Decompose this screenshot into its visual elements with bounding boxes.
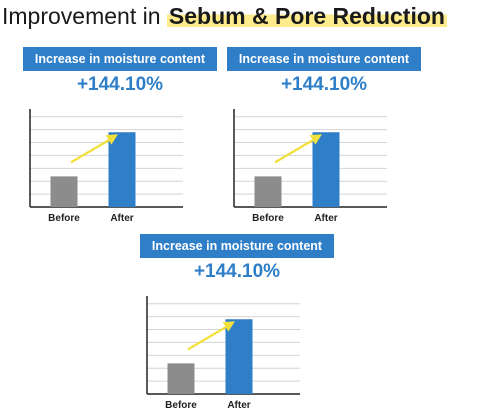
bar-before <box>254 176 282 207</box>
increase-arrow-line <box>70 137 113 164</box>
increase-arrow-head <box>309 134 322 145</box>
bar-chart: Before After <box>140 294 300 419</box>
chart-canvas: Before After <box>29 109 183 224</box>
chart-badge: Increase in moisture content <box>23 47 217 71</box>
chart-increase-value: +144.10% <box>280 74 368 95</box>
bar-before <box>167 363 195 394</box>
bar-before <box>50 176 78 207</box>
title-prefix: Improvement in <box>2 3 167 29</box>
bar-after <box>108 132 136 207</box>
chart-canvas: Before After <box>146 296 300 411</box>
chart-increase-value: +144.10% <box>193 261 281 282</box>
chart-increase-value: +144.10% <box>76 74 164 95</box>
bar-after <box>225 319 253 394</box>
title-highlight: Sebum & Pore Reduction <box>166 3 447 29</box>
chart-badge: Increase in moisture content <box>227 47 421 71</box>
x-tick-label: Before <box>48 213 80 224</box>
increase-arrow-line <box>274 137 317 164</box>
x-tick-label: Before <box>252 213 284 224</box>
bar-chart: Before After <box>227 107 387 232</box>
chart-canvas: Before After <box>233 109 387 224</box>
bar-chart: Before After <box>23 107 183 232</box>
x-tick-label: After <box>227 400 250 411</box>
x-tick-label: After <box>314 213 337 224</box>
x-tick-label: Before <box>165 400 197 411</box>
chart-badge: Increase in moisture content <box>140 234 334 258</box>
increase-arrow-head <box>222 321 235 332</box>
increase-arrow-head <box>105 134 118 145</box>
bar-after <box>312 132 340 207</box>
x-tick-label: After <box>110 213 133 224</box>
increase-arrow-line <box>187 324 230 351</box>
page-title: Improvement in Sebum & Pore Reduction <box>2 0 447 32</box>
